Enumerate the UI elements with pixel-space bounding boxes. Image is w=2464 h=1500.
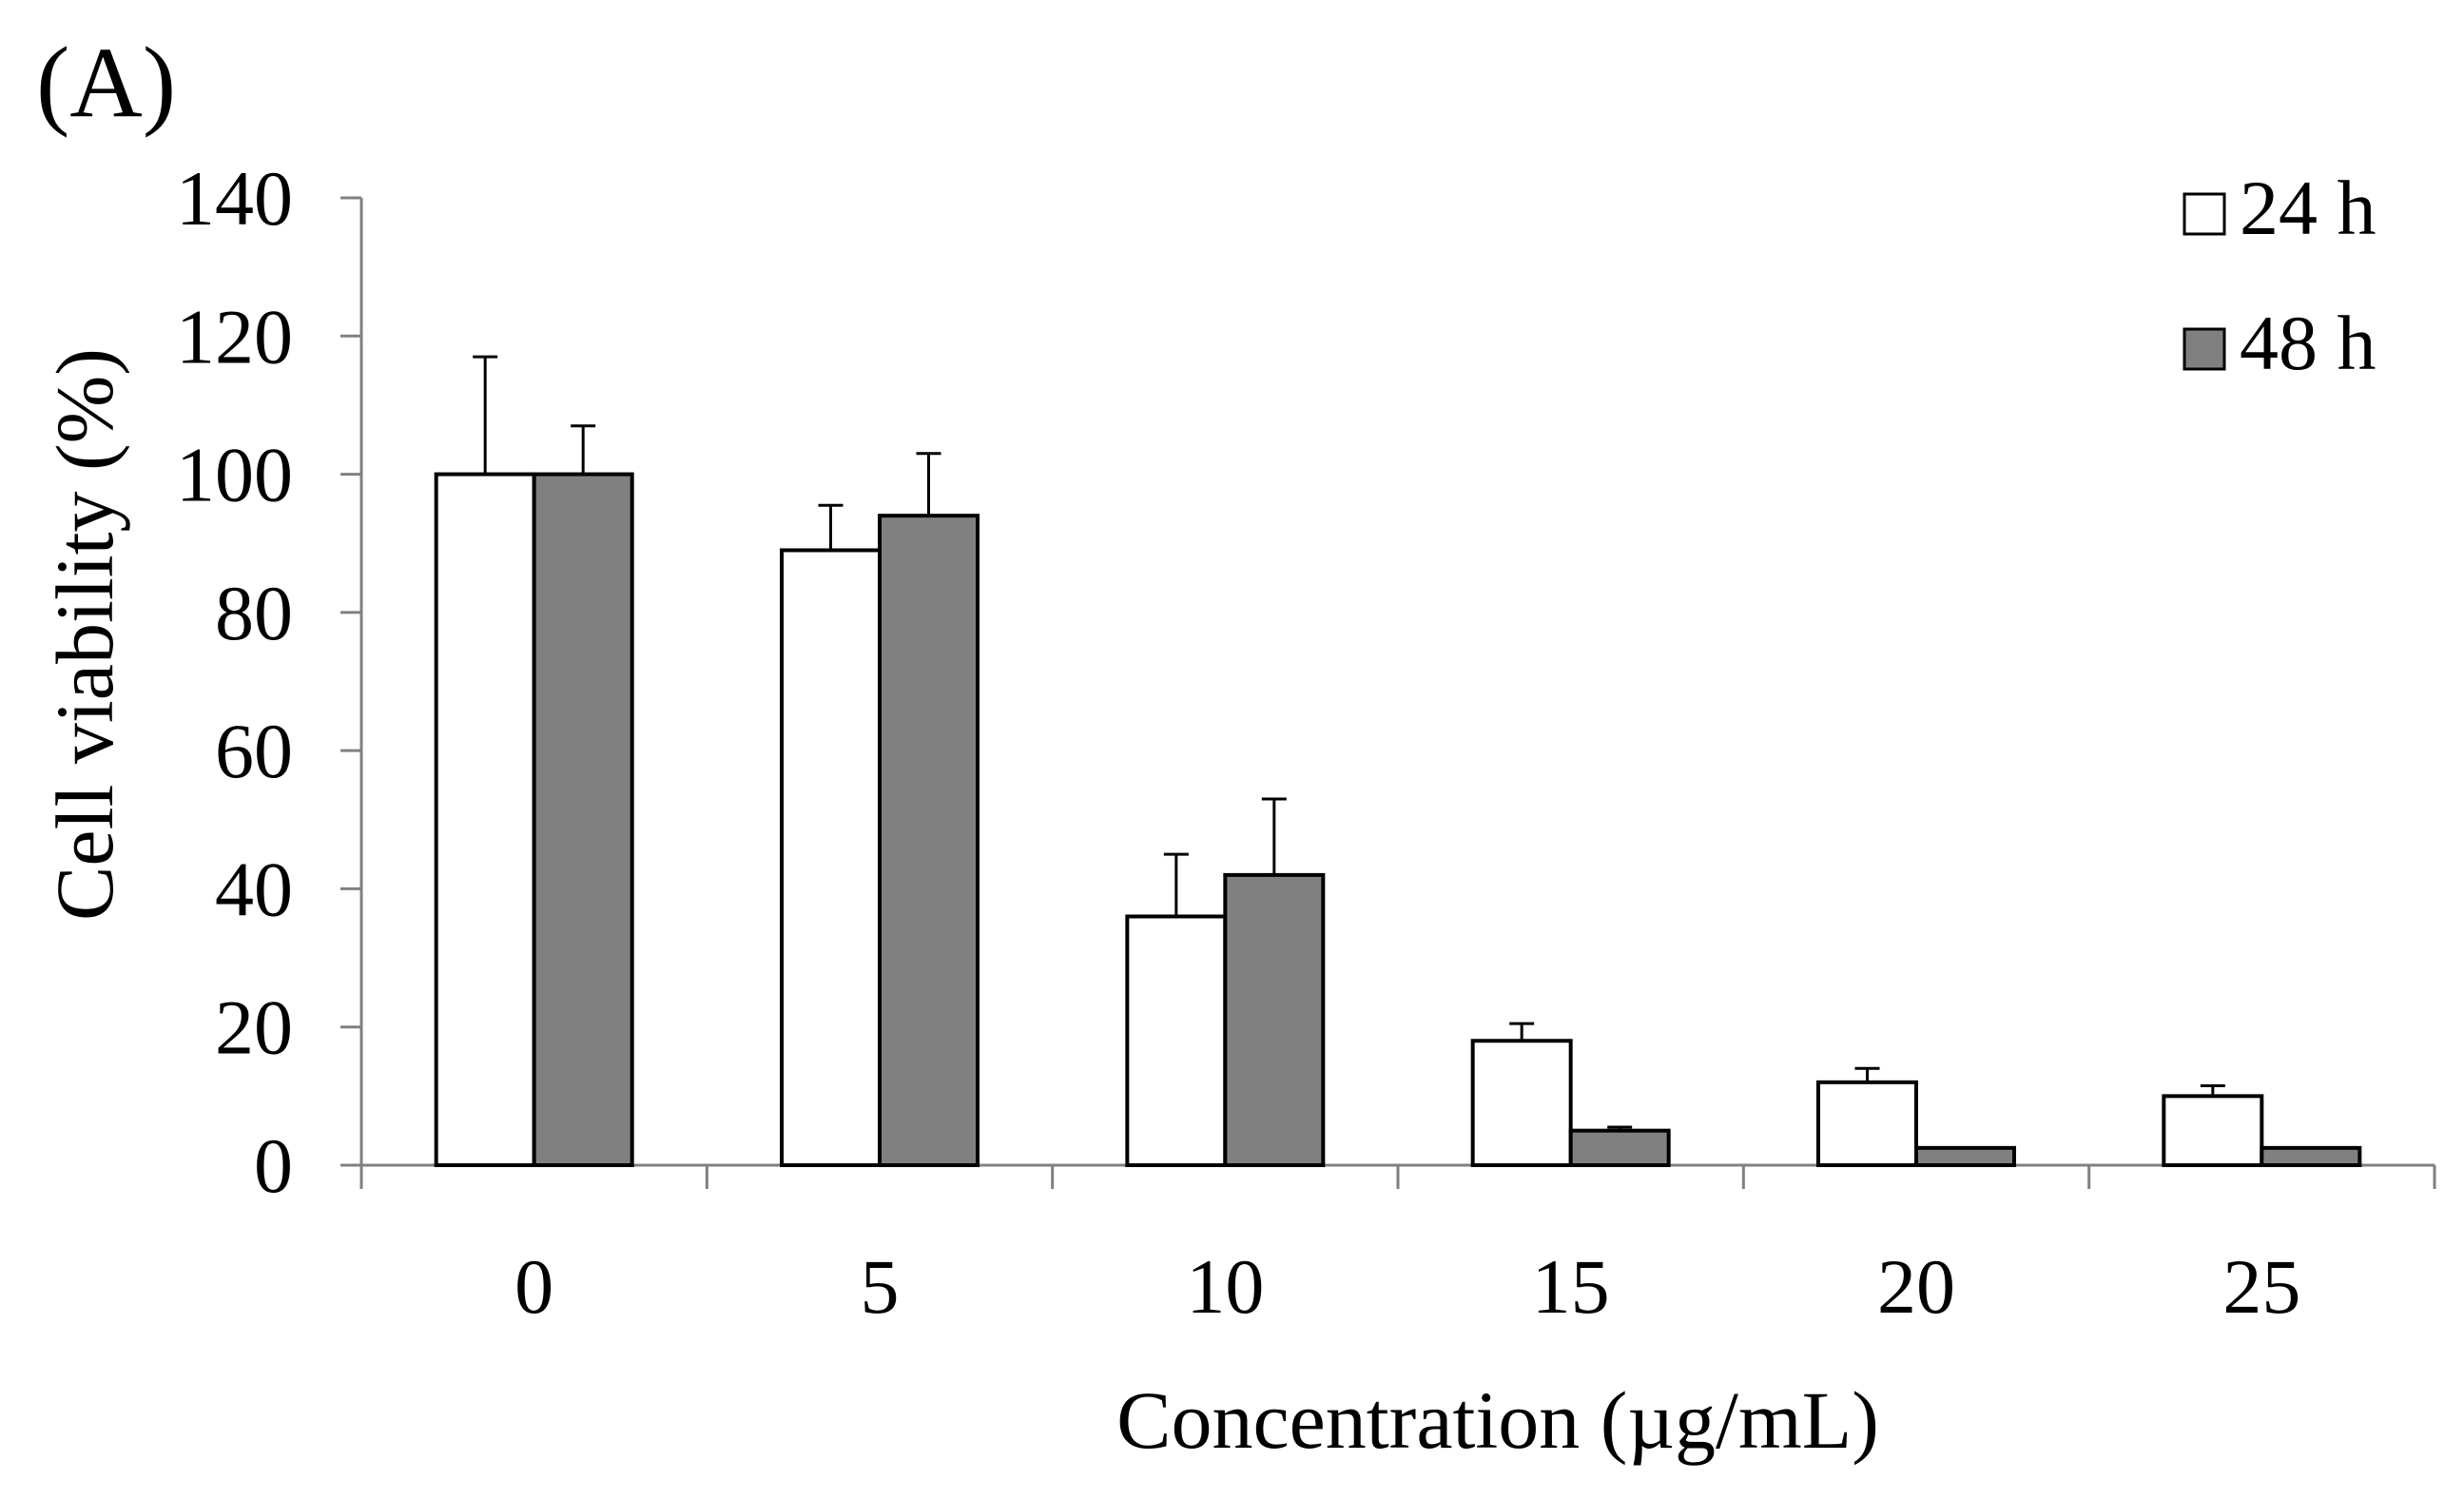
y-tick-label: 40: [215, 846, 293, 932]
y-tick-label: 120: [176, 293, 293, 380]
legend-label: 24 h: [2240, 165, 2377, 251]
x-axis: 0 5 10 15 20 25: [359, 1163, 2436, 1330]
x-axis-label: Concentration (µg/mL): [1116, 1374, 1879, 1466]
y-tick-label: 80: [215, 570, 293, 656]
y-tick-label: 140: [176, 155, 293, 242]
bar-24h-25: [2162, 1094, 2264, 1168]
x-tick-label: 0: [514, 1243, 553, 1330]
bar-24h-10: [1125, 914, 1228, 1167]
y-tick-label: 0: [254, 1122, 293, 1209]
bar-48h-25: [2260, 1145, 2362, 1167]
error-bars: [473, 355, 2225, 1131]
y-tick-label: 100: [176, 432, 293, 518]
bar-24h-5: [780, 548, 882, 1167]
bar-24h-0: [434, 472, 536, 1168]
y-axis: 0 20 40 60 80 100 120 140: [176, 155, 363, 1209]
x-tick-label: 10: [1186, 1243, 1264, 1330]
bar-24h-20: [1816, 1080, 1918, 1168]
bar-48h-20: [1914, 1145, 2016, 1167]
legend-label: 48 h: [2240, 300, 2377, 386]
bar-48h-15: [1568, 1128, 1671, 1168]
bars: [434, 472, 2362, 1168]
x-tick-label: 25: [2222, 1243, 2300, 1330]
bar-48h-10: [1223, 872, 1326, 1168]
bar-24h-15: [1470, 1039, 1573, 1167]
x-tick-label: 5: [861, 1243, 900, 1330]
x-tick-label: 20: [1877, 1243, 1955, 1330]
bar-48h-5: [878, 514, 980, 1167]
y-axis-label: Cell viability (%): [39, 348, 130, 921]
panel-label: (A): [36, 27, 176, 138]
legend-swatch-24h: [2183, 192, 2226, 236]
bar-48h-0: [532, 472, 634, 1168]
legend: 24 h 48 h: [2183, 165, 2377, 386]
y-tick-label: 60: [215, 708, 293, 794]
legend-swatch-48h: [2183, 327, 2226, 371]
y-tick-label: 20: [215, 984, 293, 1071]
x-tick-label: 15: [1532, 1243, 1610, 1330]
